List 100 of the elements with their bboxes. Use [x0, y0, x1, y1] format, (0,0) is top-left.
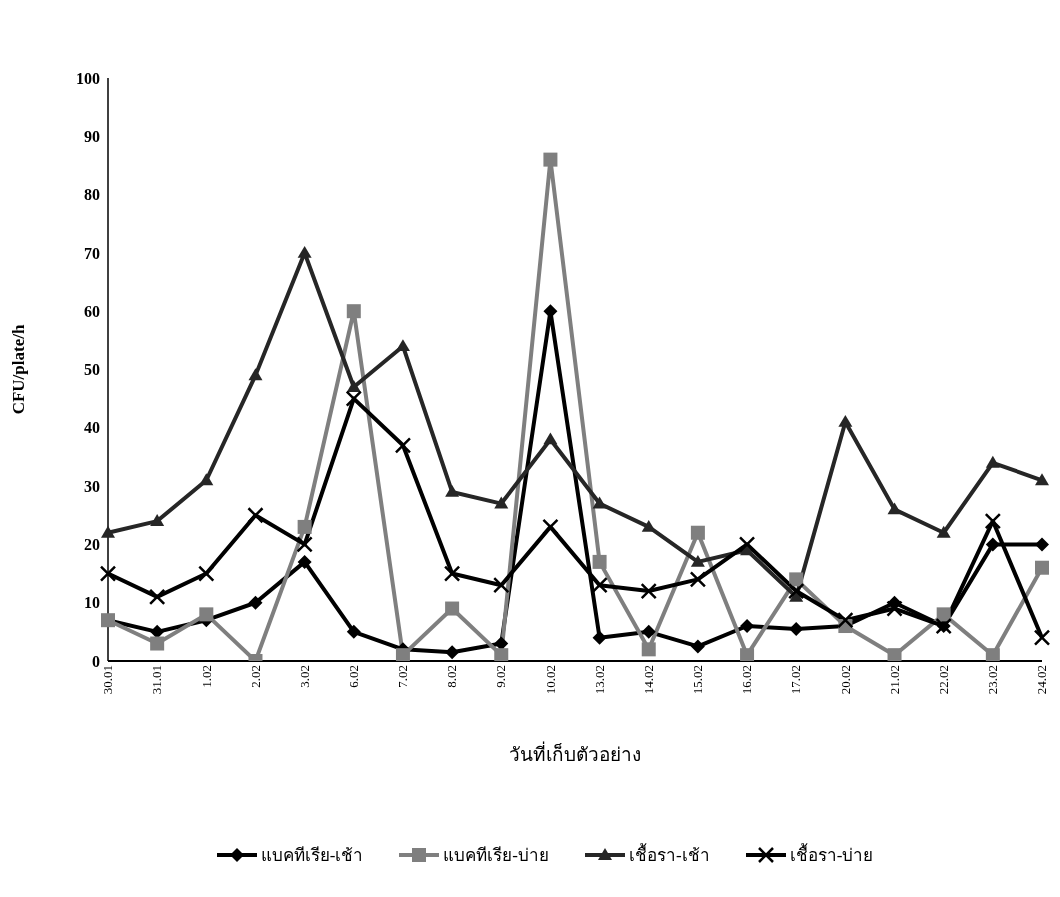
point: [640, 582, 657, 600]
point: [247, 507, 264, 524]
point: [592, 630, 607, 645]
point: [740, 648, 755, 661]
point: [346, 304, 361, 319]
point: [443, 565, 461, 582]
y-tick-label: 90: [84, 127, 100, 145]
point: [150, 624, 165, 639]
x-tick-label: 17.02: [788, 665, 804, 695]
x-tick-label: 20.02: [837, 665, 853, 695]
point: [345, 390, 363, 407]
y-tick-label: 20: [84, 536, 100, 554]
point: [248, 595, 263, 610]
y-tick-label: 100: [76, 69, 100, 87]
point: [886, 600, 903, 617]
legend-label: แบคทีเรีย-เช้า: [260, 845, 364, 867]
x-tick-label: 6.02: [346, 665, 362, 688]
y-tick-label: 30: [84, 477, 100, 495]
point: [346, 379, 361, 392]
y-tick-label: 50: [84, 361, 100, 379]
y-axis-title: CFU/plate/h: [9, 324, 29, 415]
point: [740, 619, 755, 634]
x-tick-label: 15.02: [690, 665, 706, 695]
point: [99, 565, 117, 582]
point: [690, 639, 705, 654]
legend-label: เชื้อรา-เช้า: [629, 842, 710, 867]
point: [936, 607, 951, 622]
y-tick-label: 70: [84, 244, 100, 262]
point: [1035, 560, 1049, 575]
point: [395, 339, 410, 352]
point: [592, 554, 607, 569]
point: [690, 554, 705, 567]
x-tick-label: 8.02: [444, 665, 460, 688]
point: [198, 565, 215, 582]
point: [494, 496, 509, 509]
point: [494, 648, 509, 661]
x-tick-label: 24.02: [1034, 665, 1050, 695]
x-tick-label: 31.01: [149, 665, 165, 695]
y-tick-label: 80: [84, 186, 100, 204]
legend-label: เชื้อรา-บ่าย: [789, 842, 874, 867]
y-tick-label: 40: [84, 419, 100, 437]
point: [296, 536, 313, 553]
point: [150, 514, 165, 526]
point: [787, 582, 805, 600]
point: [1033, 629, 1051, 646]
x-tick-label: 9.02: [493, 665, 509, 688]
x-tick-label: 2.02: [247, 665, 263, 688]
x-tick-label: 10.02: [542, 665, 558, 695]
point: [248, 368, 263, 381]
point: [887, 502, 902, 515]
x-tick-label: 14.02: [640, 665, 656, 695]
point: [101, 525, 115, 538]
point: [445, 484, 460, 497]
point: [985, 537, 1000, 552]
point: [690, 525, 705, 540]
point: [395, 648, 410, 661]
point: [543, 432, 558, 445]
point: [689, 571, 707, 588]
point: [984, 512, 1002, 530]
point: [887, 648, 902, 661]
point: [641, 624, 656, 639]
point: [985, 648, 1000, 661]
point: [445, 645, 460, 660]
point: [150, 636, 165, 651]
point: [297, 554, 312, 569]
point: [494, 636, 509, 651]
point: [543, 152, 558, 167]
x-tick-label: 30.01: [100, 665, 116, 695]
x-tick-label: 16.02: [739, 665, 755, 695]
y-tick-label: 60: [84, 302, 100, 320]
x-tick-label: 7.02: [395, 665, 411, 688]
point: [1035, 537, 1049, 552]
x-tick-label: 22.02: [935, 665, 951, 695]
point: [199, 473, 214, 486]
point: [297, 245, 312, 258]
x-tick-label: 23.02: [985, 665, 1001, 695]
point: [641, 519, 656, 532]
x-tick-label: 3.02: [296, 665, 312, 688]
x-tick-label: 13.02: [591, 665, 607, 695]
point: [837, 611, 854, 629]
point: [199, 607, 214, 622]
point: [297, 519, 312, 534]
point: [346, 624, 361, 639]
y-tick-label: 10: [84, 594, 100, 612]
point: [394, 437, 412, 454]
x-tick-label: 21.02: [886, 665, 902, 695]
x-axis-title: วันที่เก็บตัวอย่าง: [509, 741, 641, 765]
x-tick-label: 1.02: [198, 665, 214, 688]
point: [591, 576, 608, 594]
point: [493, 576, 510, 594]
point: [936, 525, 951, 538]
point: [148, 588, 166, 606]
y-tick-label: 0: [92, 652, 100, 670]
point: [789, 621, 804, 636]
point: [1035, 473, 1049, 486]
point: [789, 572, 804, 587]
point: [445, 601, 460, 616]
legend-label: แบคทีเรีย-บ่าย: [443, 845, 549, 867]
point: [738, 536, 756, 553]
point: [641, 642, 656, 657]
